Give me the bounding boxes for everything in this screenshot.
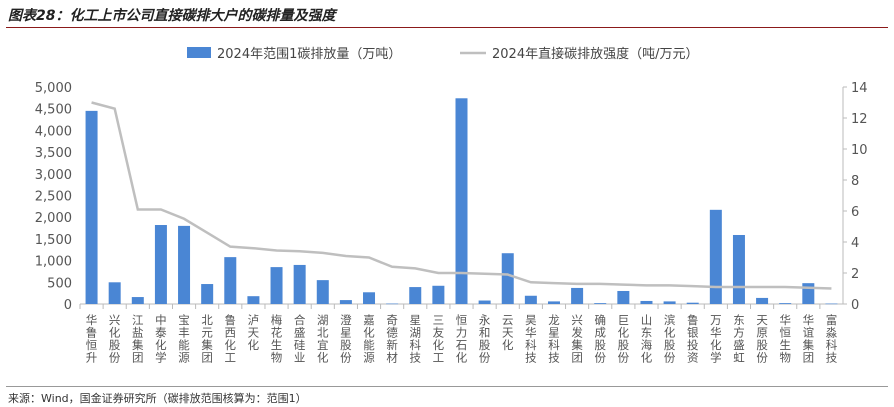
bar <box>594 303 607 304</box>
left-tick-label: 500 <box>47 276 72 291</box>
x-tick-label: 三友化工 <box>431 314 445 364</box>
bar <box>640 300 653 304</box>
left-tick-label: 3,000 <box>35 168 72 183</box>
x-tick-label: 中泰化学 <box>154 314 168 364</box>
x-tick-label: 山东海化 <box>639 314 653 364</box>
left-tick-label: 1,500 <box>35 233 72 248</box>
x-tick-label: 兴化股份 <box>108 314 122 364</box>
x-tick-label: 华鲁恒升 <box>85 313 99 364</box>
x-tick-label: 万华化学 <box>709 314 723 364</box>
bar <box>178 225 191 304</box>
bar <box>825 303 838 305</box>
left-tick-label: 1,000 <box>35 255 72 270</box>
x-tick-label: 兴发集团 <box>570 314 584 364</box>
left-tick-label: 5,000 <box>35 81 72 96</box>
x-tick-label: 永和股份 <box>478 313 492 364</box>
bar <box>617 290 630 304</box>
x-tick-label: 北元集团 <box>200 314 214 364</box>
x-tick-label: 恒力石化 <box>455 314 469 364</box>
bar <box>432 285 445 304</box>
bar <box>524 295 537 304</box>
bar <box>756 297 769 304</box>
bar <box>455 98 468 304</box>
right-tick-label: 6 <box>851 205 859 220</box>
bar <box>478 300 491 304</box>
bar <box>293 264 306 304</box>
bar <box>339 300 352 304</box>
x-tick-label: 滨化股份 <box>663 313 677 364</box>
bar <box>501 253 514 304</box>
intensity-line <box>91 101 832 290</box>
x-tick-label: 湖北宜化 <box>316 313 330 364</box>
bar <box>363 292 376 304</box>
bar <box>779 303 792 304</box>
right-tick-label: 8 <box>851 174 859 189</box>
source-note: 来源：Wind，国金证券研究所（碳排放范围核算为：范围1） <box>8 392 307 405</box>
legend-bar-swatch <box>187 47 211 58</box>
bar <box>732 234 745 304</box>
bar <box>85 110 98 305</box>
x-tick-label: 昊华科技 <box>524 314 538 364</box>
bar <box>270 267 283 304</box>
x-tick-label: 富淼科技 <box>824 313 838 364</box>
bar <box>663 301 676 304</box>
x-tick-label: 鲁西化工 <box>223 313 237 364</box>
bar <box>802 283 815 304</box>
bar <box>247 296 260 304</box>
x-tick-label: 江盐集团 <box>131 314 145 364</box>
bar <box>316 280 329 304</box>
x-tick-label: 天原股份 <box>755 314 769 364</box>
bar <box>571 287 584 304</box>
right-tick-label: 10 <box>851 143 868 158</box>
x-tick-label: 龙星科技 <box>547 314 561 364</box>
x-tick-label: 华谊集团 <box>801 313 815 364</box>
bar <box>131 297 144 304</box>
x-tick-label: 云天化 <box>501 314 515 352</box>
x-tick-label: 宝丰能源 <box>177 313 191 364</box>
x-tick-label: 东方盛虹 <box>732 314 746 364</box>
right-tick-label: 4 <box>851 236 859 251</box>
bar <box>709 209 722 304</box>
x-tick-label: 梅花生物 <box>270 313 284 364</box>
bar <box>108 282 121 304</box>
x-tick-label: 巨化股份 <box>616 314 630 364</box>
x-tick-label: 鲁银投资 <box>686 313 700 364</box>
bar <box>201 284 214 304</box>
bar <box>386 303 399 305</box>
x-tick-label: 华恒生物 <box>778 313 792 364</box>
x-tick-label: 确成股份 <box>593 314 607 364</box>
left-tick-label: 3,500 <box>35 146 72 161</box>
x-tick-label: 合盛硅业 <box>293 313 307 364</box>
bar <box>686 302 699 304</box>
x-tick-label: 澄星股份 <box>339 313 353 364</box>
x-tick-label: 星湖科技 <box>408 314 422 364</box>
bar <box>409 287 422 304</box>
left-tick-label: 2,000 <box>35 211 72 226</box>
right-tick-label: 12 <box>851 112 868 127</box>
right-tick-label: 0 <box>851 298 859 313</box>
footer-divider <box>6 386 888 387</box>
x-tick-label: 奇德新材 <box>385 314 399 364</box>
left-tick-label: 0 <box>64 298 72 313</box>
bar <box>547 301 560 304</box>
left-tick-label: 4,000 <box>35 124 72 139</box>
title-divider <box>6 27 888 28</box>
left-tick-label: 2,500 <box>35 190 72 205</box>
chart: 0 500 1,000 1,500 2,000 2,500 3,000 3,500 4,000 4… <box>35 46 868 364</box>
right-tick-label: 2 <box>851 267 859 282</box>
legend-line-label: 2024年直接碳排放强度（吨/万元） <box>492 46 698 62</box>
legend-bar-label: 2024年范围1碳排放量（万吨） <box>217 47 401 62</box>
right-tick-label: 14 <box>851 81 868 96</box>
x-tick-label: 嘉化能源 <box>362 314 376 364</box>
x-tick-label: 泸天化 <box>246 314 260 352</box>
left-tick-label: 4,500 <box>35 103 72 118</box>
bar <box>224 257 237 304</box>
chart-title: 图表28：化工上市公司直接碳排大户的碳排量及强度 <box>8 8 336 24</box>
bar <box>154 225 167 304</box>
